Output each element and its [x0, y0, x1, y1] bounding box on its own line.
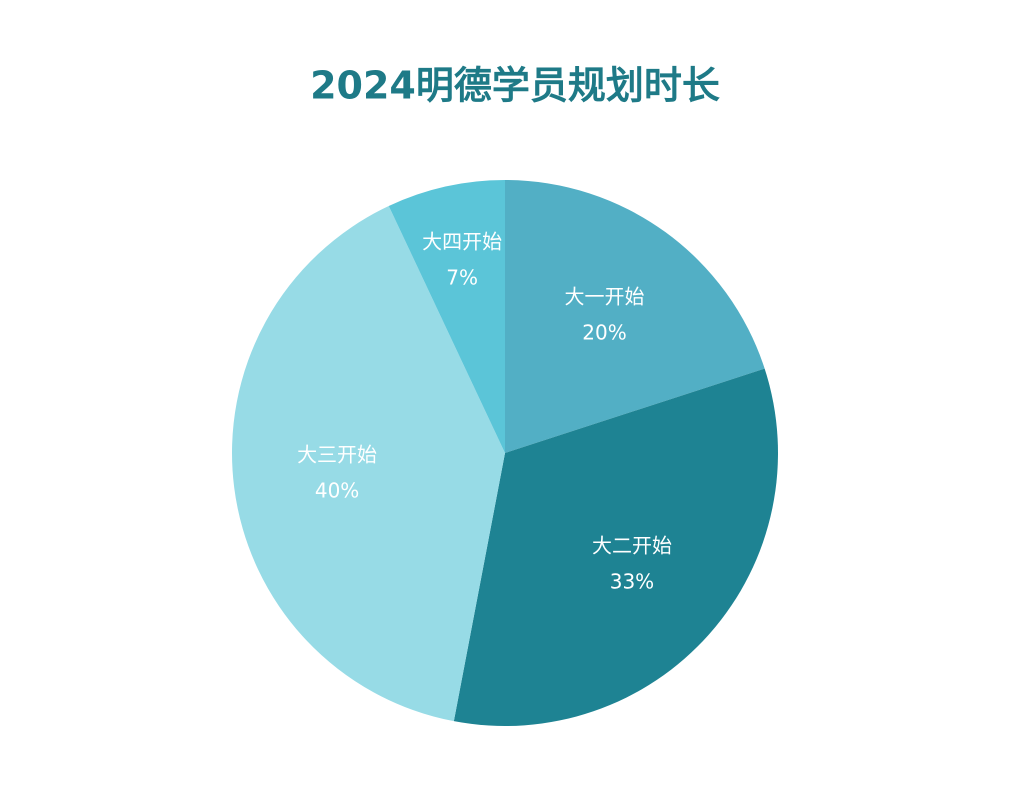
- pie-slice: [388, 180, 505, 453]
- pie-slice: [453, 368, 778, 726]
- pie-slice: [231, 205, 505, 722]
- slice-value-label: 33%: [610, 569, 654, 593]
- slice-category-label: 大一开始: [564, 285, 644, 309]
- slice-category-label: 大四开始: [422, 230, 502, 254]
- chart-title: 2024明德学员规划时长: [310, 64, 720, 108]
- slice-value-label: 40%: [315, 479, 359, 503]
- slice-category-label: 大三开始: [297, 443, 377, 467]
- slice-value-label: 20%: [582, 321, 626, 345]
- pie-slice: [505, 180, 765, 453]
- slice-value-label: 7%: [446, 266, 478, 290]
- slice-category-label: 大二开始: [592, 533, 672, 557]
